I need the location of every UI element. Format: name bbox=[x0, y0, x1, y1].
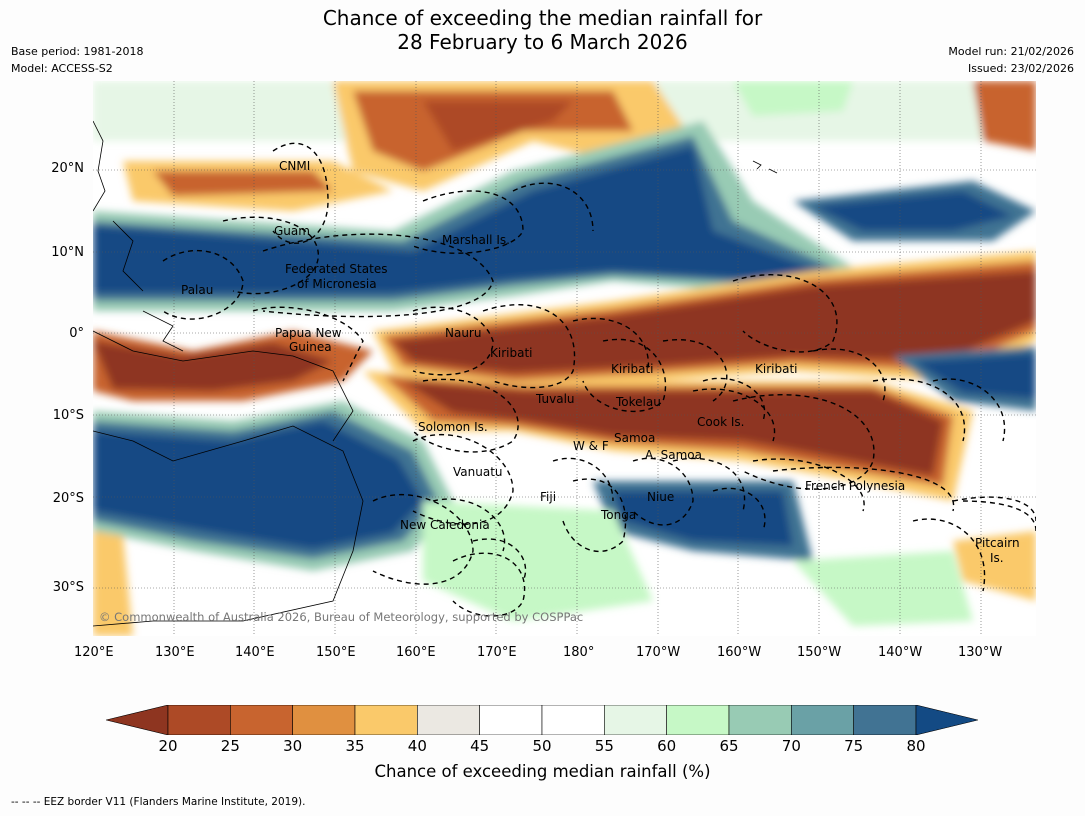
label-marshall-is: Marshall Is. bbox=[442, 233, 510, 247]
colorbar-tick-65: 65 bbox=[719, 737, 739, 755]
colorbar-tick-30: 30 bbox=[283, 737, 303, 755]
lat-label-0: 0° bbox=[69, 326, 84, 341]
label-fiji: Fiji bbox=[540, 490, 557, 504]
colorbar-bin-30-35 bbox=[292, 705, 356, 735]
lon-label-180: 180° bbox=[563, 645, 595, 660]
colorbar-tick-45: 45 bbox=[470, 737, 490, 755]
meta-right: Model run: 21/02/2026 Issued: 23/02/2026 bbox=[948, 43, 1074, 77]
colorbar-tick-35: 35 bbox=[345, 737, 365, 755]
label-american-samoa: A. Samoa bbox=[645, 448, 702, 462]
label-new-caledonia: New Caledonia bbox=[400, 518, 490, 532]
colorbar-bin-35-40 bbox=[354, 705, 418, 735]
colorbar-bin-70-75 bbox=[791, 705, 854, 735]
colorbar-title: Chance of exceeding median rainfall (%) bbox=[374, 762, 711, 781]
lat-label-20n: 20°N bbox=[51, 161, 84, 176]
colorbar bbox=[106, 705, 978, 735]
colorbar-tick-40: 40 bbox=[407, 737, 427, 755]
lon-label-130e: 130°E bbox=[155, 645, 195, 660]
colorbar-bin-50-55 bbox=[541, 705, 605, 735]
rainfall-field bbox=[93, 81, 1036, 636]
label-pitcairn-line-1: Pitcairn bbox=[975, 536, 1020, 550]
lon-label-140e: 140°E bbox=[235, 645, 275, 660]
label-tuvalu: Tuvalu bbox=[536, 392, 575, 406]
map-field bbox=[93, 81, 1036, 636]
label-pitcairn-line-2: Is. bbox=[990, 551, 1004, 565]
colorbar-tick-60: 60 bbox=[657, 737, 677, 755]
label-nauru: Nauru bbox=[445, 326, 482, 340]
label-solomon-is: Solomon Is. bbox=[418, 420, 488, 434]
lon-label-140w: 140°W bbox=[878, 645, 923, 660]
colorbar-bin-25-30 bbox=[230, 705, 293, 735]
label-vanuatu: Vanuatu bbox=[453, 465, 503, 479]
colorbar-bin->80 bbox=[915, 705, 978, 735]
label-cook-is: Cook Is. bbox=[697, 415, 745, 429]
coastlines bbox=[93, 120, 778, 627]
label-niue: Niue bbox=[647, 490, 675, 504]
colorbar-bin-<20 bbox=[106, 705, 169, 735]
rainfall-map: CNMI Guam Marshall Is. Federated States … bbox=[93, 81, 1036, 636]
colorbar-tick-70: 70 bbox=[781, 737, 801, 755]
lat-label-20s: 20°S bbox=[52, 491, 84, 506]
lon-label-160w: 160°W bbox=[717, 645, 762, 660]
label-kiribati-east: Kiribati bbox=[755, 362, 798, 376]
colorbar-tick-50: 50 bbox=[532, 737, 552, 755]
colorbar-bin-45-50 bbox=[479, 705, 543, 735]
lat-label-10n: 10°N bbox=[51, 245, 84, 260]
lat-label-10s: 10°S bbox=[52, 408, 84, 423]
copyright-credit: © Commonwealth of Australia 2026, Bureau… bbox=[99, 610, 584, 624]
colorbar-bin-20-25 bbox=[167, 705, 231, 735]
colorbar-tick-75: 75 bbox=[844, 737, 864, 755]
colorbar-tick-25: 25 bbox=[220, 737, 240, 755]
colorbar-bin-65-70 bbox=[728, 705, 792, 735]
label-kiribati-central: Kiribati bbox=[611, 362, 654, 376]
eez-footnote: -- -- -- EEZ border V11 (Flanders Marine… bbox=[11, 796, 306, 808]
lon-label-130w: 130°W bbox=[958, 645, 1003, 660]
lon-label-150e: 150°E bbox=[316, 645, 356, 660]
title-line-2: 28 February to 6 March 2026 bbox=[397, 30, 688, 54]
map-title: Chance of exceeding the median rainfall … bbox=[0, 6, 1085, 54]
colorbar-bin-60-65 bbox=[666, 705, 730, 735]
model-run: Model run: 21/02/2026 bbox=[948, 45, 1074, 58]
lon-label-120e: 120°E bbox=[74, 645, 114, 660]
lat-label-30s: 30°S bbox=[52, 580, 84, 595]
title-line-1: Chance of exceeding the median rainfall … bbox=[322, 6, 763, 30]
lon-label-160e: 160°E bbox=[396, 645, 436, 660]
lon-label-170e: 170°E bbox=[477, 645, 517, 660]
colorbar-bin-75-80 bbox=[853, 705, 917, 735]
label-guam: Guam bbox=[274, 224, 310, 238]
label-samoa: Samoa bbox=[614, 431, 656, 445]
base-period: Base period: 1981-2018 bbox=[11, 45, 144, 58]
label-kiribati-west: Kiribati bbox=[490, 346, 533, 360]
colorbar-tick-80: 80 bbox=[906, 737, 926, 755]
lon-label-170w: 170°W bbox=[636, 645, 681, 660]
label-french-polynesia: French Polynesia bbox=[805, 479, 906, 493]
issued-date: Issued: 23/02/2026 bbox=[967, 62, 1074, 75]
label-png-line-1: Papua New bbox=[275, 326, 342, 340]
label-cnmi: CNMI bbox=[279, 159, 311, 173]
label-fsm-line-2: of Micronesia bbox=[297, 277, 377, 291]
meta-left: Base period: 1981-2018 Model: ACCESS-S2 bbox=[11, 43, 143, 77]
label-tonga: Tonga bbox=[601, 508, 637, 522]
label-palau: Palau bbox=[181, 283, 214, 297]
eez-borders bbox=[162, 142, 1036, 617]
model-name: Model: ACCESS-S2 bbox=[11, 62, 113, 75]
label-wallis-futuna: W & F bbox=[573, 439, 609, 453]
lon-label-150w: 150°W bbox=[797, 645, 842, 660]
label-tokelau: Tokelau bbox=[616, 395, 661, 409]
label-fsm-line-1: Federated States bbox=[285, 262, 388, 276]
colorbar-tick-20: 20 bbox=[158, 737, 178, 755]
colorbar-tick-55: 55 bbox=[594, 737, 614, 755]
colorbar-bin-40-45 bbox=[417, 705, 480, 735]
colorbar-bin-55-60 bbox=[604, 705, 667, 735]
label-png-line-2: Guinea bbox=[289, 340, 332, 354]
